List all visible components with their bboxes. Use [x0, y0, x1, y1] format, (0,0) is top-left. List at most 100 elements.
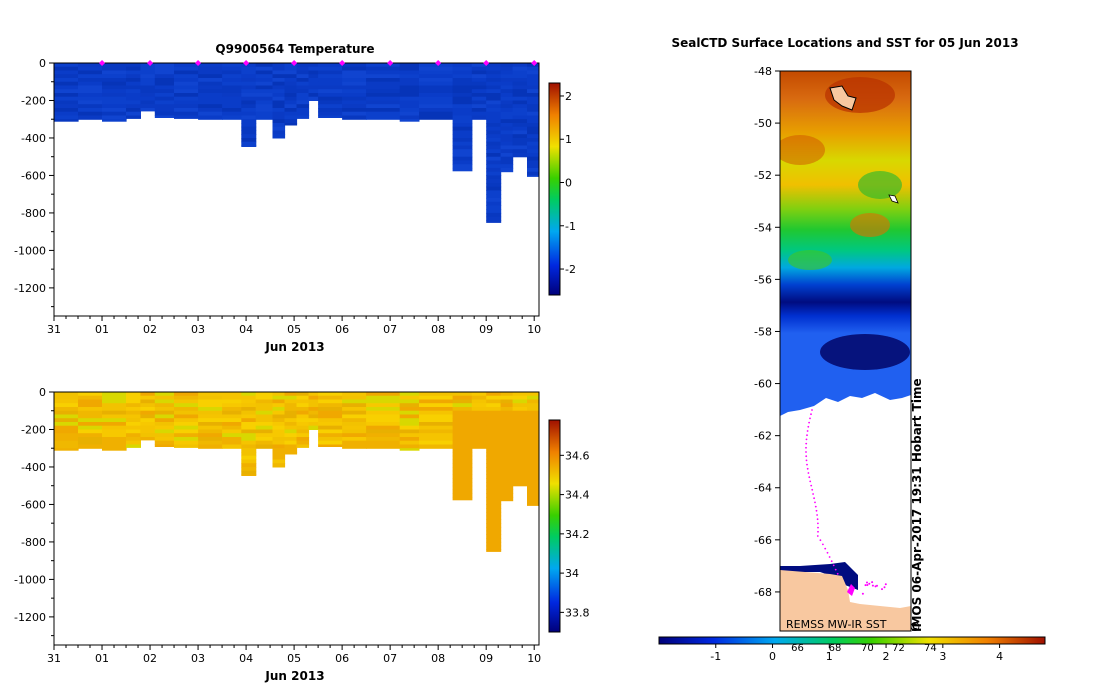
heatmap-cell — [500, 444, 514, 449]
heatmap-cell — [272, 437, 286, 442]
heatmap-cell — [419, 440, 454, 445]
heatmap-cell — [272, 85, 286, 90]
track-point — [810, 484, 813, 487]
heatmap-cell — [452, 81, 473, 86]
heatmap-cell — [126, 425, 141, 430]
colorbar-tick-label: 1 — [826, 650, 833, 663]
heatmap-cell — [512, 145, 528, 150]
profile-marker — [483, 60, 490, 66]
heatmap-cell — [512, 437, 528, 442]
heatmap-cell — [527, 63, 539, 68]
heatmap-cell — [154, 444, 175, 447]
heatmap-cell — [78, 433, 103, 438]
heatmap-cell — [308, 74, 319, 79]
sst-credit: REMSS MW-IR SST — [786, 618, 887, 631]
heatmap-cell — [126, 403, 141, 408]
heatmap-cell — [500, 70, 514, 75]
heatmap-cell — [174, 100, 199, 105]
x-tick-label: 01 — [95, 652, 109, 665]
heatmap-cell — [399, 111, 420, 116]
heatmap-cell — [500, 74, 514, 79]
heatmap-cell — [222, 85, 242, 90]
heatmap-cell — [154, 437, 175, 442]
heatmap-cell — [174, 85, 199, 90]
heatmap-cell — [486, 474, 502, 479]
track-point — [806, 434, 808, 437]
heatmap-cell — [174, 111, 199, 116]
heatmap-cell — [500, 467, 514, 472]
heatmap-cell — [486, 115, 502, 120]
heatmap-cell — [419, 78, 454, 83]
heatmap-cell — [419, 414, 454, 419]
heatmap-cell — [471, 444, 487, 449]
heatmap-cell — [102, 63, 127, 68]
heatmap-cell — [399, 418, 420, 423]
heatmap-cell — [366, 429, 401, 434]
heatmap-cell — [54, 410, 79, 415]
heatmap-cell — [284, 70, 298, 75]
heatmap-cell — [342, 70, 367, 75]
heatmap-cell — [486, 93, 502, 98]
heatmap-cell — [399, 85, 420, 90]
heatmap-cell — [452, 141, 473, 146]
heatmap-cell — [174, 425, 199, 430]
heatmap-cell — [342, 111, 367, 116]
heatmap-cell — [512, 452, 528, 457]
heatmap-cell — [512, 123, 528, 128]
heatmap-cell — [471, 108, 487, 113]
heatmap-cell — [174, 70, 199, 75]
heatmap-cell — [500, 123, 514, 128]
heatmap-cell — [140, 407, 156, 412]
heatmap-cell — [174, 115, 199, 119]
heatmap-cell — [255, 425, 274, 430]
heatmap-cell — [308, 85, 319, 90]
heatmap-cell — [500, 410, 514, 415]
heatmap-cell — [102, 448, 127, 451]
heatmap-cell — [486, 186, 502, 191]
heatmap-cell — [342, 93, 367, 98]
y-tick-label: -400 — [21, 461, 46, 474]
heatmap-cell — [296, 93, 310, 98]
heatmap-cell — [255, 403, 274, 408]
heatmap-cell — [318, 429, 343, 434]
heatmap-cell — [500, 395, 514, 400]
heatmap-cell — [296, 104, 310, 109]
heatmap-cell — [241, 444, 257, 449]
track-point — [806, 467, 809, 470]
heatmap-cell — [154, 433, 175, 438]
heatmap-cell — [284, 104, 298, 109]
heatmap-cell — [486, 104, 502, 109]
heatmap-cell — [500, 422, 514, 427]
heatmap-cell — [102, 89, 127, 94]
heatmap-cell — [241, 123, 257, 128]
heatmap-cell — [500, 496, 514, 502]
heatmap-cell — [241, 474, 257, 476]
heatmap-cell — [318, 115, 343, 118]
heatmap-cell — [527, 403, 539, 408]
heatmap-cell — [241, 130, 257, 135]
heatmap-cell — [78, 89, 103, 94]
heatmap-cell — [222, 429, 242, 434]
heatmap-cell — [512, 467, 528, 472]
heatmap-cell — [486, 134, 502, 139]
heatmap-cell — [399, 399, 420, 404]
heatmap-cell — [140, 93, 156, 98]
heatmap-cell — [471, 418, 487, 423]
heatmap-cell — [198, 100, 223, 105]
heatmap-cell — [198, 425, 223, 430]
heatmap-cell — [527, 437, 539, 442]
heatmap-cell — [241, 433, 257, 438]
heatmap-cell — [296, 74, 310, 79]
heatmap-cell — [527, 399, 539, 404]
heatmap-cell — [527, 141, 539, 146]
heatmap-cell — [272, 81, 286, 86]
track-point — [871, 584, 874, 587]
heatmap-cell — [419, 89, 454, 94]
heatmap-cell — [500, 470, 514, 475]
x-tick-label: 02 — [143, 323, 157, 336]
heatmap-cell — [241, 70, 257, 75]
heatmap-cell — [512, 407, 528, 412]
heatmap-cell — [342, 422, 367, 427]
fahrenheit-tick-label: 72 — [892, 643, 905, 654]
heatmap-cell — [471, 78, 487, 83]
